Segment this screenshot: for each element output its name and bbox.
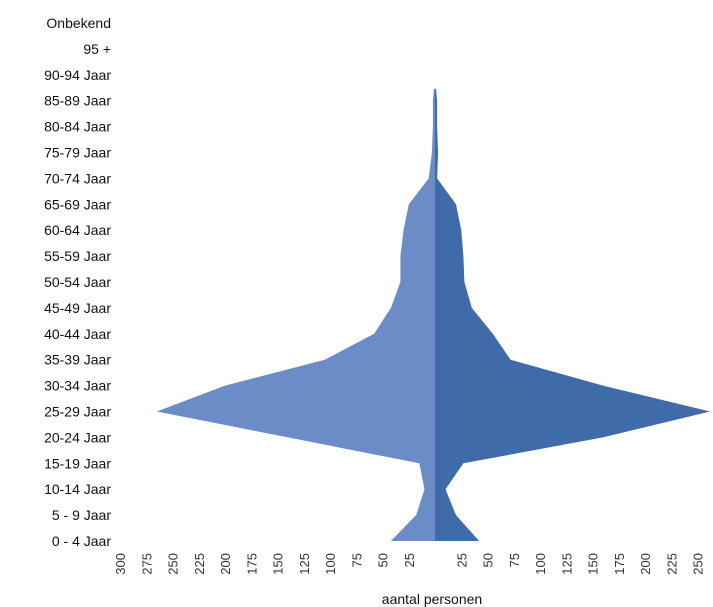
x-axis-title: aantal personen [382,591,482,607]
x-tick-label: 50 [376,553,391,567]
category-label: 25-29 Jaar [44,404,111,420]
category-label: 70-74 Jaar [44,170,111,186]
x-tick-label: 100 [323,553,338,575]
pyramid-areas [156,22,711,542]
x-tick-label: 200 [218,553,233,575]
x-tick-label: 100 [533,553,548,575]
x-tick-label: 275 [139,553,154,575]
category-label: 55-59 Jaar [44,248,111,264]
category-label: Onbekend [46,15,111,31]
category-label: 65-69 Jaar [44,196,111,212]
category-label: 15-19 Jaar [44,455,111,471]
category-label: 40-44 Jaar [44,326,111,342]
category-label: 95 + [83,41,111,57]
x-tick-label: 50 [481,553,496,567]
category-label: 5 - 9 Jaar [52,507,111,523]
x-tick-label: 150 [271,553,286,575]
category-label: 80-84 Jaar [44,119,111,135]
x-tick-label: 225 [192,553,207,575]
x-tick-label: 75 [507,553,522,567]
category-label: 0 - 4 Jaar [52,533,111,549]
x-tick-label: 250 [166,553,181,575]
category-label: 50-54 Jaar [44,274,111,290]
category-label: 10-14 Jaar [44,481,111,497]
category-label: 90-94 Jaar [44,67,111,83]
category-labels: 0 - 4 Jaar 5 - 9 Jaar 10-14 Jaar 15-19 Jaar… [44,15,111,549]
x-tick-label: 175 [244,553,259,575]
x-tick-label: 25 [402,553,417,567]
category-label: 85-89 Jaar [44,93,111,109]
x-tick-label: 200 [638,553,653,575]
x-tick-label: 225 [664,553,679,575]
left-series-area [156,88,436,541]
x-tick-label: 125 [297,553,312,575]
x-tick-label: 125 [559,553,574,575]
category-label: 75-79 Jaar [44,145,111,161]
x-tick-labels: 300 275 250 225 200 175 150 125 100 75 50 25 25 50 75 1… [113,553,706,575]
category-label: 20-24 Jaar [44,429,111,445]
x-tick-label: 175 [612,553,627,575]
right-series-area [435,88,711,541]
x-tick-label: 25 [454,553,469,567]
x-tick-label: 75 [349,553,364,567]
category-label: 60-64 Jaar [44,222,111,238]
category-label: 35-39 Jaar [44,352,111,368]
category-label: 45-49 Jaar [44,300,111,316]
x-tick-label: 300 [113,553,128,575]
x-tick-label: 150 [586,553,601,575]
x-tick-label: 250 [691,553,706,575]
category-label: 30-34 Jaar [44,378,111,394]
